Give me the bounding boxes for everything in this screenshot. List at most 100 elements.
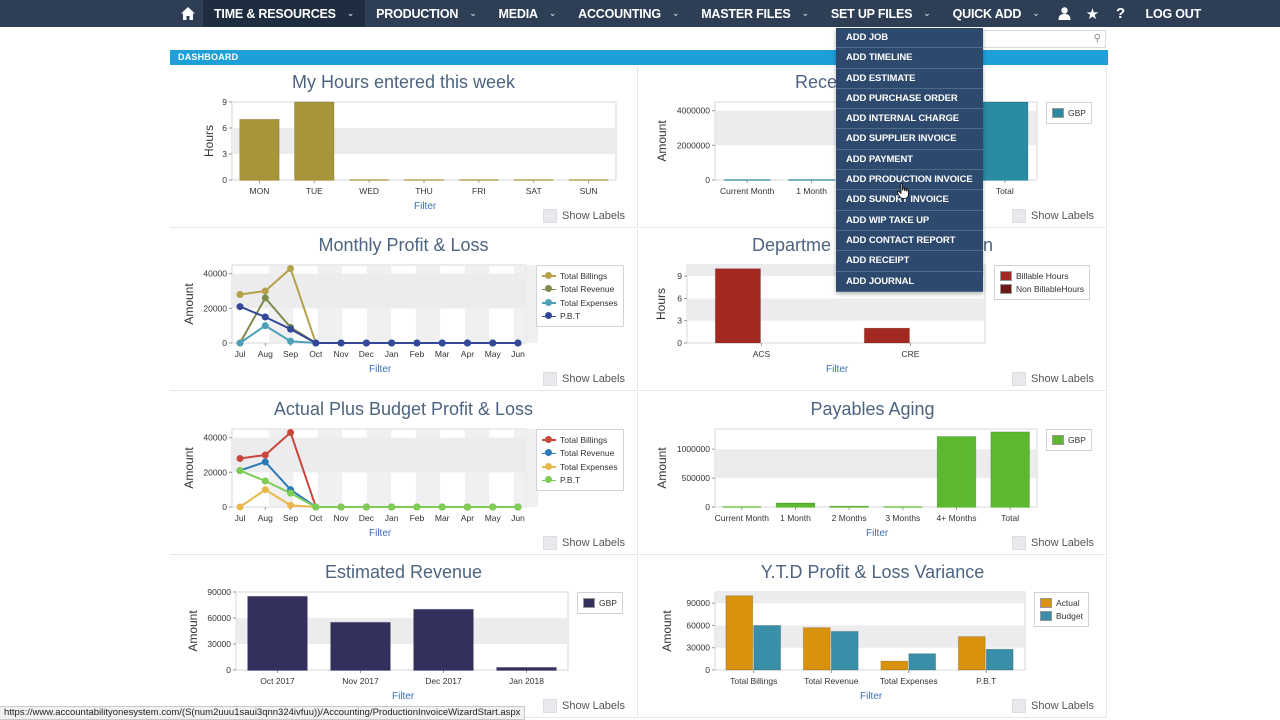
chevron-down-icon: ⌄	[346, 8, 355, 18]
filter-link[interactable]: Filter	[860, 691, 883, 702]
x-tick-label: Aug	[258, 513, 273, 523]
legend-swatch	[542, 285, 556, 293]
nav-accounting[interactable]: ACCOUNTING ⌄	[567, 0, 690, 27]
home-icon[interactable]	[173, 0, 203, 27]
show-labels-toggle[interactable]: Show Labels	[543, 699, 625, 713]
show-labels-checkbox[interactable]	[1012, 699, 1026, 713]
x-tick-label: Total	[1001, 513, 1019, 523]
menu-item-add-internal-charge[interactable]: ADD INTERNAL CHARGE	[836, 109, 983, 130]
data-point	[236, 467, 244, 475]
menu-item-add-job[interactable]: ADD JOB	[836, 28, 983, 49]
plot-band	[715, 625, 1025, 648]
show-labels-text: Show Labels	[1031, 537, 1094, 549]
menu-item-add-timeline[interactable]: ADD TIMELINE	[836, 48, 983, 69]
filter-link[interactable]: Filter	[866, 528, 889, 539]
star-icon[interactable]: ★	[1085, 5, 1100, 23]
chart-title: Payables Aging	[810, 399, 935, 419]
x-tick-label: Jan 2018	[509, 676, 544, 686]
menu-item-add-purchase-order[interactable]: ADD PURCHASE ORDER	[836, 89, 983, 110]
y-tick-label: 90000	[686, 598, 710, 608]
filter-link[interactable]: Filter	[369, 528, 392, 539]
status-bar-url: https://www.accountabilityonesystem.com/…	[0, 706, 526, 720]
nav-media[interactable]: MEDIA ⌄	[488, 0, 568, 27]
legend-label: Total Billings	[560, 434, 608, 445]
data-point	[463, 503, 471, 511]
chevron-down-icon: ⌄	[671, 8, 680, 18]
x-tick-label: Sep	[283, 513, 298, 523]
show-labels-checkbox[interactable]	[543, 209, 557, 223]
x-tick-label: SAT	[526, 186, 542, 196]
menu-item-add-estimate[interactable]: ADD ESTIMATE	[836, 69, 983, 89]
chart-title: Monthly Profit & Loss	[318, 235, 489, 255]
filter-link[interactable]: Filter	[826, 364, 849, 375]
show-labels-toggle[interactable]: Show Labels	[543, 372, 625, 386]
menu-item-add-contact-report[interactable]: ADD CONTACT REPORT	[836, 231, 983, 252]
show-labels-toggle[interactable]: Show Labels	[543, 209, 625, 223]
filter-link[interactable]: Filter	[414, 201, 437, 212]
menu-item-add-wip-take-up[interactable]: ADD WIP TAKE UP	[836, 211, 983, 231]
x-tick-label: Jul	[235, 349, 246, 359]
nav-master-files[interactable]: MASTER FILES ⌄	[690, 0, 820, 27]
bar	[880, 660, 909, 671]
show-labels-toggle[interactable]: Show Labels	[543, 536, 625, 550]
show-labels-toggle[interactable]: Show Labels	[1012, 209, 1094, 223]
bar	[908, 653, 937, 671]
nav-set-up-files[interactable]: SET UP FILES ⌄	[820, 0, 942, 27]
legend-swatch	[542, 476, 556, 484]
y-tick-label: 4000000	[677, 106, 710, 116]
menu-item-add-receipt[interactable]: ADD RECEIPT	[836, 251, 983, 272]
show-labels-text: Show Labels	[562, 537, 625, 549]
nav-time-resources[interactable]: TIME & RESOURCES ⌄	[203, 0, 366, 27]
bar	[294, 101, 335, 181]
y-tick-label: 6	[677, 293, 682, 303]
data-point	[463, 339, 471, 347]
legend-entry: P.B.T	[542, 310, 618, 324]
menu-item-add-journal[interactable]: ADD JOURNAL	[836, 272, 983, 292]
help-icon[interactable]: ?	[1115, 5, 1126, 22]
show-labels-checkbox[interactable]	[543, 536, 557, 550]
y-tick-label: 0	[705, 665, 710, 675]
logout-link[interactable]: LOG OUT	[1145, 6, 1202, 21]
search-input[interactable]: ⚲	[982, 30, 1106, 48]
x-tick-label: Dec	[359, 349, 375, 359]
chevron-down-icon: ⌄	[923, 8, 931, 18]
y-axis-label: Hours	[202, 125, 216, 157]
nav-production[interactable]: PRODUCTION ⌄	[365, 0, 487, 27]
show-labels-checkbox[interactable]	[543, 372, 557, 386]
show-labels-toggle[interactable]: Show Labels	[1012, 536, 1094, 550]
show-labels-checkbox[interactable]	[1012, 372, 1026, 386]
data-point	[236, 339, 244, 347]
chart-title: Rece	[795, 72, 838, 92]
plot-column-band	[464, 429, 490, 507]
x-tick-label: Jun	[511, 349, 525, 359]
filter-link[interactable]: Filter	[369, 364, 392, 375]
show-labels-checkbox[interactable]	[1012, 209, 1026, 223]
menu-item-add-payment[interactable]: ADD PAYMENT	[836, 150, 983, 171]
user-icon[interactable]	[1051, 0, 1079, 27]
menu-item-add-production-invoice[interactable]: ADD PRODUCTION INVOICE	[836, 170, 983, 191]
x-tick-label: Apr	[461, 513, 474, 523]
y-axis-label: Amount	[182, 447, 196, 489]
y-tick-label: 3	[677, 316, 682, 326]
search-icon[interactable]: ⚲	[1093, 33, 1101, 44]
menu-item-add-supplier-invoice[interactable]: ADD SUPPLIER INVOICE	[836, 129, 983, 150]
series-line	[239, 305, 518, 344]
menu-item-add-sundry-invoice[interactable]: ADD SUNDRY INVOICE	[836, 190, 983, 211]
chart-svg: 0 500000 1000000 Amount Current Month 1 Month…	[655, 428, 1038, 523]
data-point	[261, 451, 269, 459]
x-tick-label: WED	[359, 186, 379, 196]
x-tick-label: SUN	[580, 186, 598, 196]
show-labels-toggle[interactable]: Show Labels	[1012, 699, 1094, 713]
chevron-down-icon: ⌄	[1032, 8, 1040, 18]
show-labels-toggle[interactable]: Show Labels	[1012, 372, 1094, 386]
chart-svg: 0 3 6 9 Hours MON TUE WED THU FRI SAT SUN	[202, 97, 617, 196]
data-point	[514, 339, 522, 347]
nav-quick-add[interactable]: QUICK ADD ⌄	[942, 0, 1051, 27]
legend-entry: Total Revenue	[542, 283, 618, 297]
x-tick-label: Mar	[435, 349, 450, 359]
x-tick-label: ACS	[753, 349, 771, 359]
show-labels-checkbox[interactable]	[543, 699, 557, 713]
y-tick-label: 0	[222, 338, 227, 348]
show-labels-checkbox[interactable]	[1012, 536, 1026, 550]
filter-link[interactable]: Filter	[392, 691, 415, 702]
